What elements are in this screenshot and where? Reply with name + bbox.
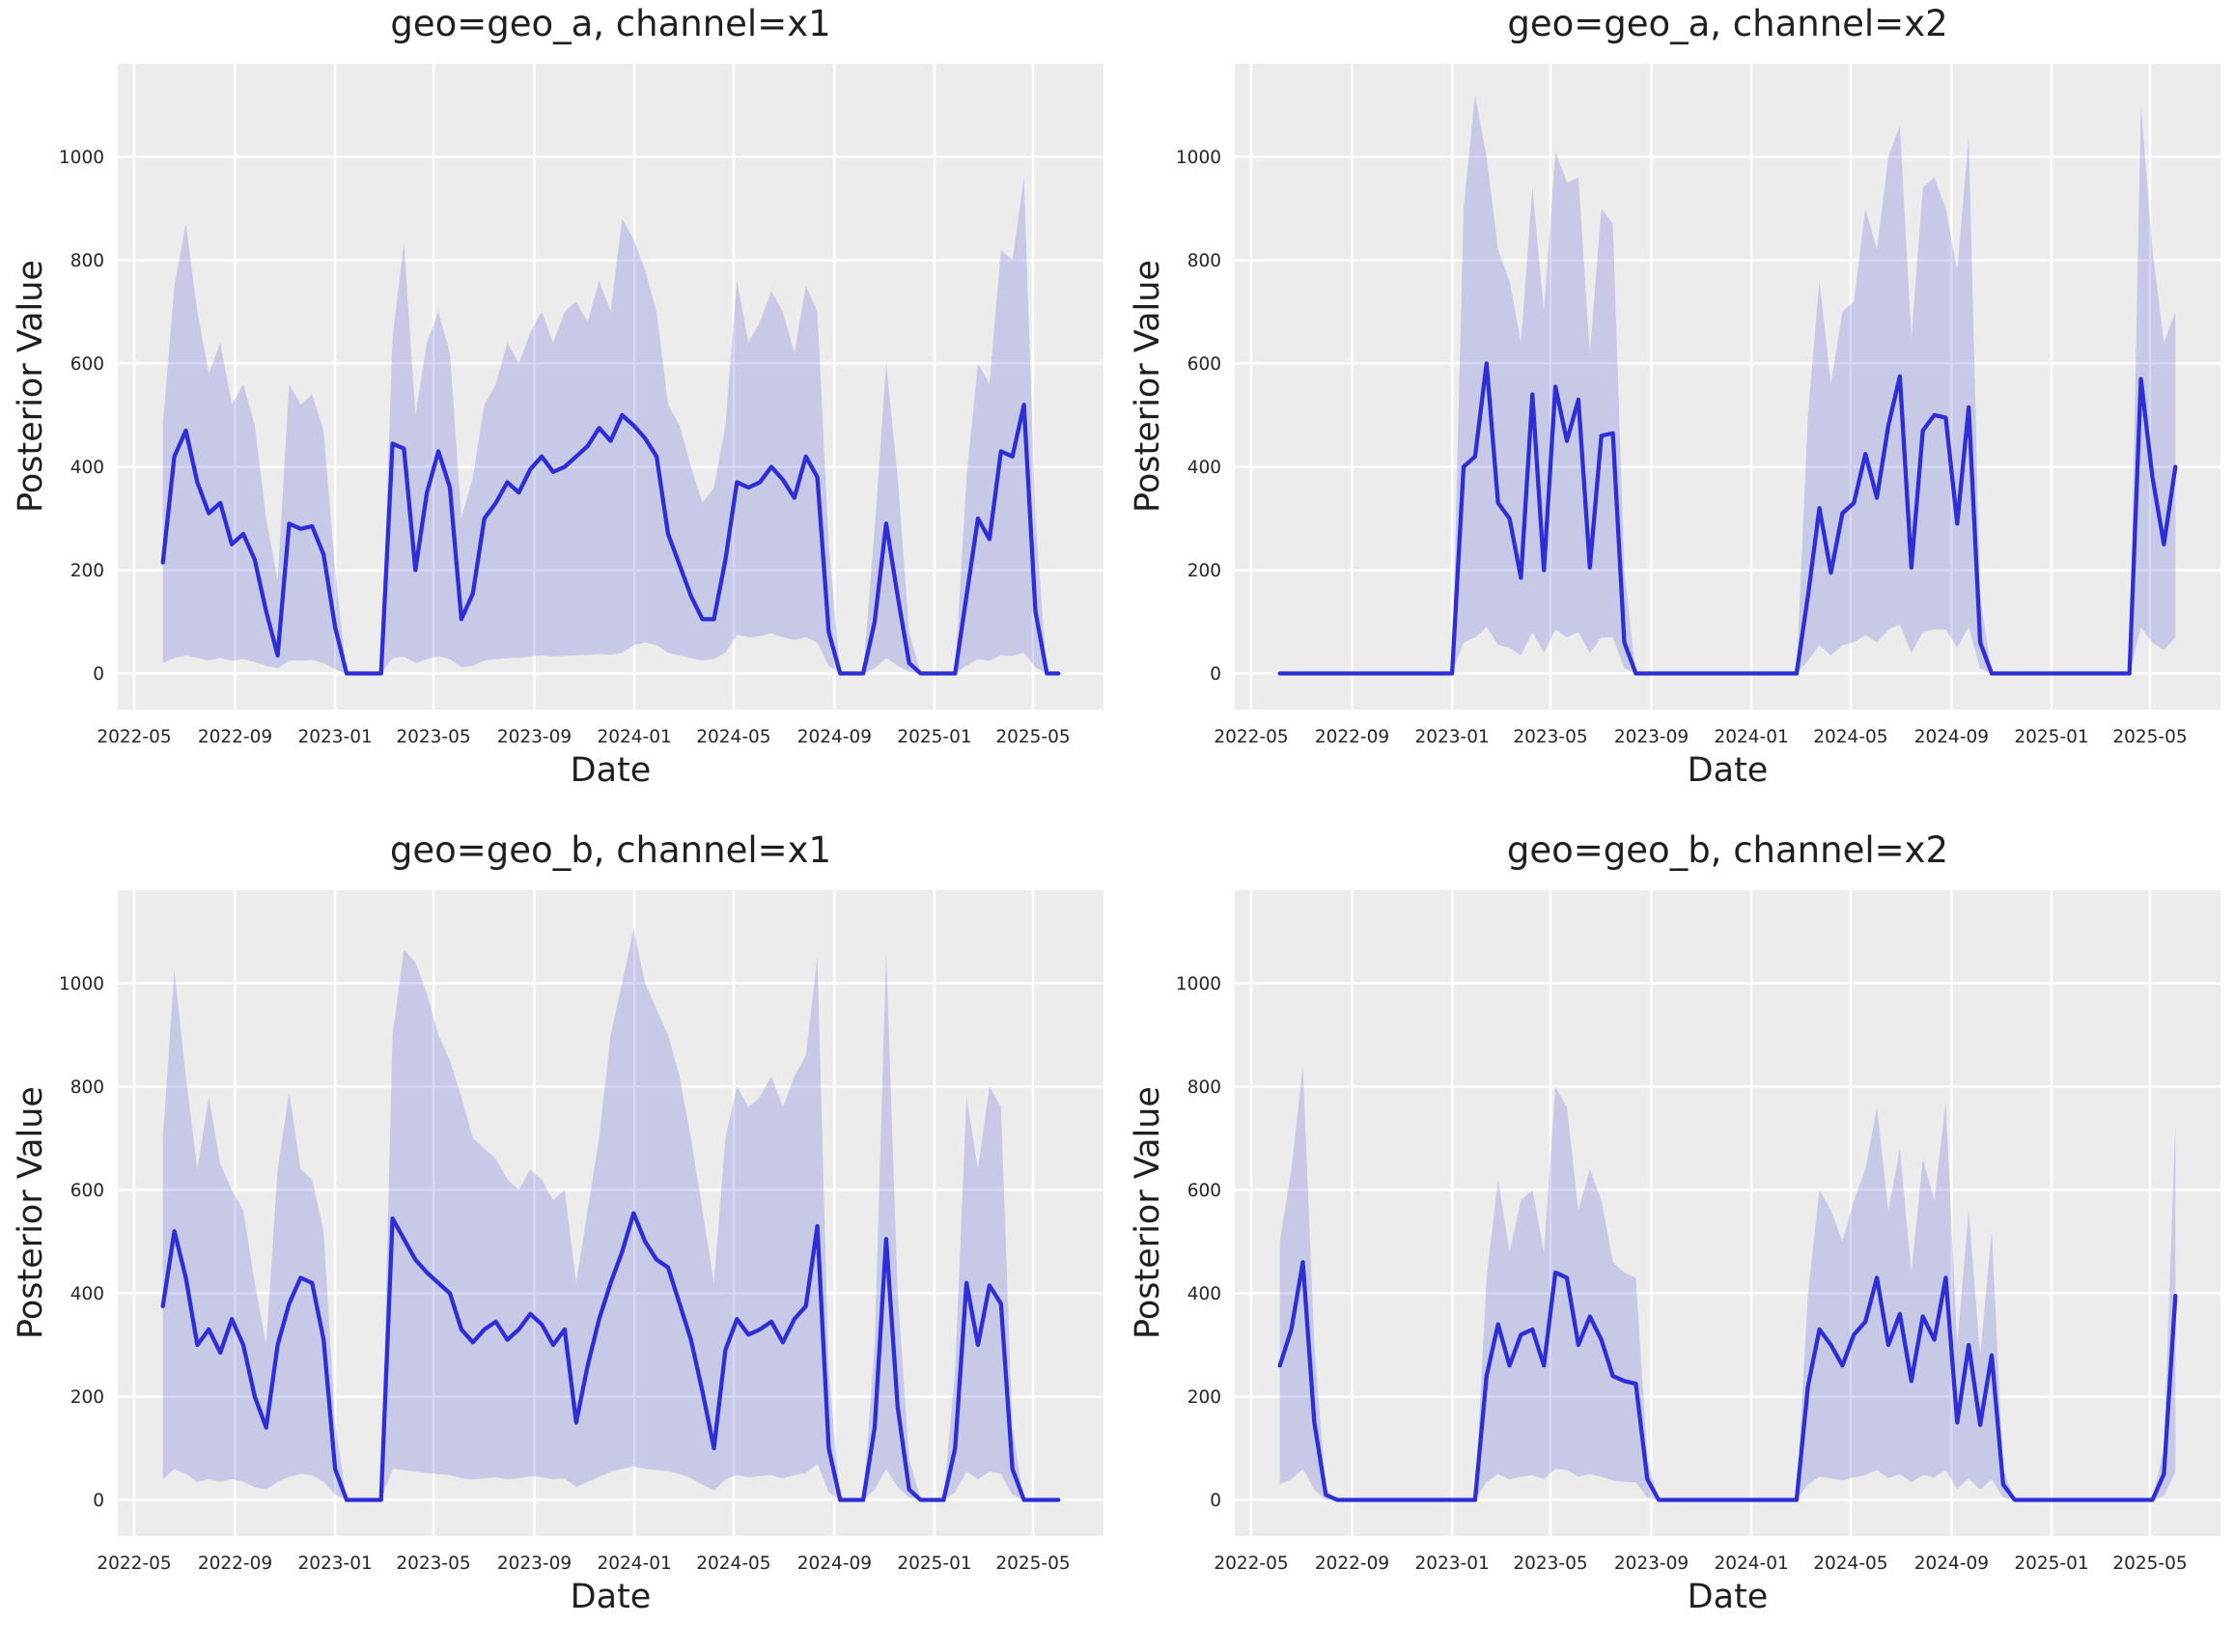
x-tick-label: 2023-09	[497, 727, 572, 747]
y-tick-label: 800	[1187, 1078, 1221, 1098]
x-tick-label: 2024-05	[696, 1554, 770, 1574]
y-tick-label: 0	[93, 1491, 104, 1511]
x-tick-label: 2024-09	[1914, 727, 1989, 747]
x-tick-label: 2024-09	[797, 727, 872, 747]
x-tick-label: 2022-05	[1214, 1554, 1288, 1574]
posterior-mean-line	[1277, 361, 2178, 676]
x-tick-label: 2023-05	[1513, 727, 1587, 747]
y-tick-label: 600	[70, 354, 104, 375]
x-tick-label: 2025-05	[2112, 1554, 2187, 1574]
axes-background	[1235, 64, 2220, 710]
x-tick-label: 2025-05	[2112, 727, 2187, 747]
subplot-title: geo=geo_b, channel=x1	[389, 829, 832, 871]
x-axis-label: Date	[1687, 1578, 1769, 1616]
x-tick-label: 2022-05	[97, 727, 171, 747]
x-tick-label: 2022-09	[198, 1554, 272, 1574]
y-tick-label: 600	[1187, 1181, 1221, 1201]
x-tick-label: 2023-01	[297, 727, 372, 747]
plot-area-geo_a-x1: 0 200 400 600 800 1000 2022-05 2022-09 2023-01 20…	[59, 64, 1103, 747]
x-axis-label: Date	[1687, 751, 1769, 790]
x-tick-label: 2025-01	[2014, 1554, 2088, 1574]
y-axis-label: Posterior Value	[12, 1086, 50, 1339]
posterior-mean-line	[1277, 1260, 2178, 1502]
y-tick-label: 400	[1187, 1284, 1221, 1304]
x-tick-label: 2024-01	[1714, 727, 1788, 747]
x-tick-label: 2023-05	[396, 1554, 470, 1574]
x-tick-label: 2025-01	[897, 1554, 971, 1574]
x-tick-label: 2023-09	[1614, 1554, 1689, 1574]
x-tick-label: 2024-01	[1714, 1554, 1788, 1574]
y-tick-label: 800	[70, 251, 104, 271]
x-tick-label: 2023-01	[1414, 727, 1489, 747]
x-tick-label: 2024-05	[1813, 1554, 1887, 1574]
plot-area-geo_a-x2: 0 200 400 600 800 1000 2022-05 2022-09 2023-01 20…	[1176, 64, 2220, 747]
subplot-geo_b-x1: 0 200 400 600 800 1000 2022-05 2022-09 2023-01 20…	[0, 826, 1117, 1652]
x-tick-label: 2023-09	[497, 1554, 572, 1574]
y-tick-label: 400	[70, 1284, 104, 1304]
subplot-title: geo=geo_a, channel=x1	[390, 3, 831, 44]
x-tick-label: 2022-09	[1315, 1554, 1389, 1574]
x-tick-label: 2022-09	[1315, 727, 1389, 747]
y-tick-label: 1000	[59, 974, 104, 994]
y-tick-label: 1000	[59, 148, 104, 168]
x-tick-label: 2024-09	[1914, 1554, 1989, 1574]
y-tick-label: 400	[70, 458, 104, 478]
y-tick-label: 600	[70, 1181, 104, 1201]
axes-background	[1235, 890, 2220, 1536]
y-tick-label: 0	[1210, 1491, 1221, 1511]
subplot-title: geo=geo_b, channel=x2	[1506, 829, 1949, 871]
credible-interval-band	[1279, 1066, 2176, 1500]
posterior-mean-line	[160, 403, 1061, 676]
y-tick-label: 200	[1187, 1387, 1221, 1408]
x-tick-label: 2024-05	[696, 727, 770, 747]
subplot-geo_b-x2: 0 200 400 600 800 1000 2022-05 2022-09 2023-01 20…	[1117, 826, 2234, 1652]
plot-area-geo_b-x2: 0 200 400 600 800 1000 2022-05 2022-09 2023-01 20…	[1176, 890, 2220, 1574]
y-tick-label: 200	[1187, 561, 1221, 581]
credible-interval-band	[1279, 95, 2176, 674]
x-tick-label: 2023-01	[1414, 1554, 1489, 1574]
y-axis-label: Posterior Value	[12, 260, 50, 513]
subplot-title: geo=geo_a, channel=x2	[1507, 3, 1948, 44]
x-tick-label: 2025-01	[2014, 727, 2088, 747]
x-axis-label: Date	[570, 751, 652, 790]
y-tick-label: 600	[1187, 354, 1221, 375]
subplot-geo_a-x2: 0 200 400 600 800 1000 2022-05 2022-09 2023-01 20…	[1117, 0, 2234, 826]
x-tick-label: 2022-05	[97, 1554, 171, 1574]
x-tick-label: 2024-05	[1813, 727, 1887, 747]
y-axis-label: Posterior Value	[1129, 260, 1167, 513]
y-tick-label: 1000	[1176, 974, 1221, 994]
y-tick-label: 1000	[1176, 148, 1221, 168]
y-tick-label: 200	[70, 1387, 104, 1408]
x-tick-label: 2025-05	[995, 1554, 1070, 1574]
x-tick-label: 2023-01	[297, 1554, 372, 1574]
x-tick-label: 2025-05	[995, 727, 1070, 747]
x-tick-label: 2023-09	[1614, 727, 1689, 747]
y-tick-label: 0	[93, 664, 104, 685]
x-tick-label: 2022-09	[198, 727, 272, 747]
x-tick-label: 2023-05	[396, 727, 470, 747]
y-axis-label: Posterior Value	[1129, 1086, 1167, 1339]
posterior-mean-line	[160, 1211, 1061, 1502]
x-axis-label: Date	[570, 1578, 652, 1616]
y-tick-label: 200	[70, 561, 104, 581]
y-tick-label: 400	[1187, 458, 1221, 478]
x-tick-label: 2024-09	[797, 1554, 872, 1574]
x-tick-label: 2024-01	[597, 1554, 671, 1574]
x-tick-label: 2022-05	[1214, 727, 1288, 747]
axes-background	[118, 890, 1103, 1536]
plot-area-geo_b-x1: 0 200 400 600 800 1000 2022-05 2022-09 2023-01 20…	[59, 890, 1103, 1574]
y-tick-label: 800	[70, 1078, 104, 1098]
y-tick-label: 0	[1210, 664, 1221, 685]
y-tick-label: 800	[1187, 251, 1221, 271]
subplot-geo_a-x1: 0 200 400 600 800 1000 2022-05 2022-09 2023-01 20…	[0, 0, 1117, 826]
x-tick-label: 2023-05	[1513, 1554, 1587, 1574]
x-tick-label: 2024-01	[597, 727, 671, 747]
x-tick-label: 2025-01	[897, 727, 971, 747]
